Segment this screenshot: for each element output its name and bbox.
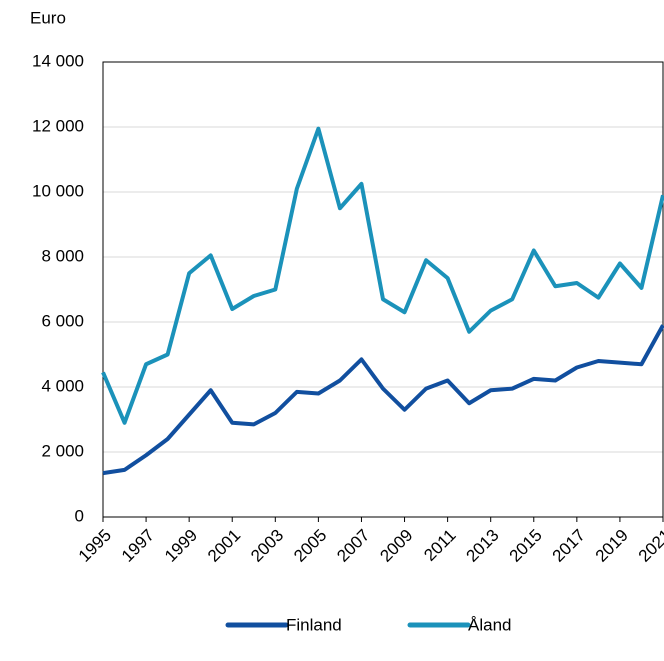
y-tick-label: 6 000 <box>41 311 84 330</box>
y-tick-label: 14 000 <box>32 51 84 70</box>
x-tick-label: 2007 <box>333 526 373 566</box>
x-tick-label: 2009 <box>376 526 416 566</box>
x-tick-label: 1997 <box>118 526 158 566</box>
x-tick-label: 2021 <box>635 526 664 566</box>
series-line <box>102 324 664 476</box>
plot-frame <box>102 61 664 518</box>
x-tick-label: 2019 <box>592 526 632 566</box>
x-tick-label: 1999 <box>161 526 201 566</box>
x-tick-label: 2011 <box>420 526 459 565</box>
y-tick-label: 0 <box>75 506 84 525</box>
y-tick-label: 2 000 <box>41 441 84 460</box>
x-tick-label: 2015 <box>506 526 546 566</box>
legend-label: Finland <box>286 615 342 634</box>
y-tick-label: 10 000 <box>32 181 84 200</box>
x-tick-label: 2005 <box>290 526 330 566</box>
x-tick-label: 1995 <box>75 526 115 566</box>
y-tick-label: 4 000 <box>41 376 84 395</box>
x-tick-label: 2013 <box>463 526 503 566</box>
x-tick-label: 2001 <box>204 526 244 566</box>
y-axis-label: Euro <box>30 8 66 27</box>
series-line <box>101 126 664 425</box>
x-tick-label: 2003 <box>247 526 287 566</box>
y-tick-label: 12 000 <box>32 116 84 135</box>
legend-label: Åland <box>468 615 511 634</box>
x-tick-label: 2017 <box>549 526 589 566</box>
y-tick-label: 8 000 <box>41 246 84 265</box>
